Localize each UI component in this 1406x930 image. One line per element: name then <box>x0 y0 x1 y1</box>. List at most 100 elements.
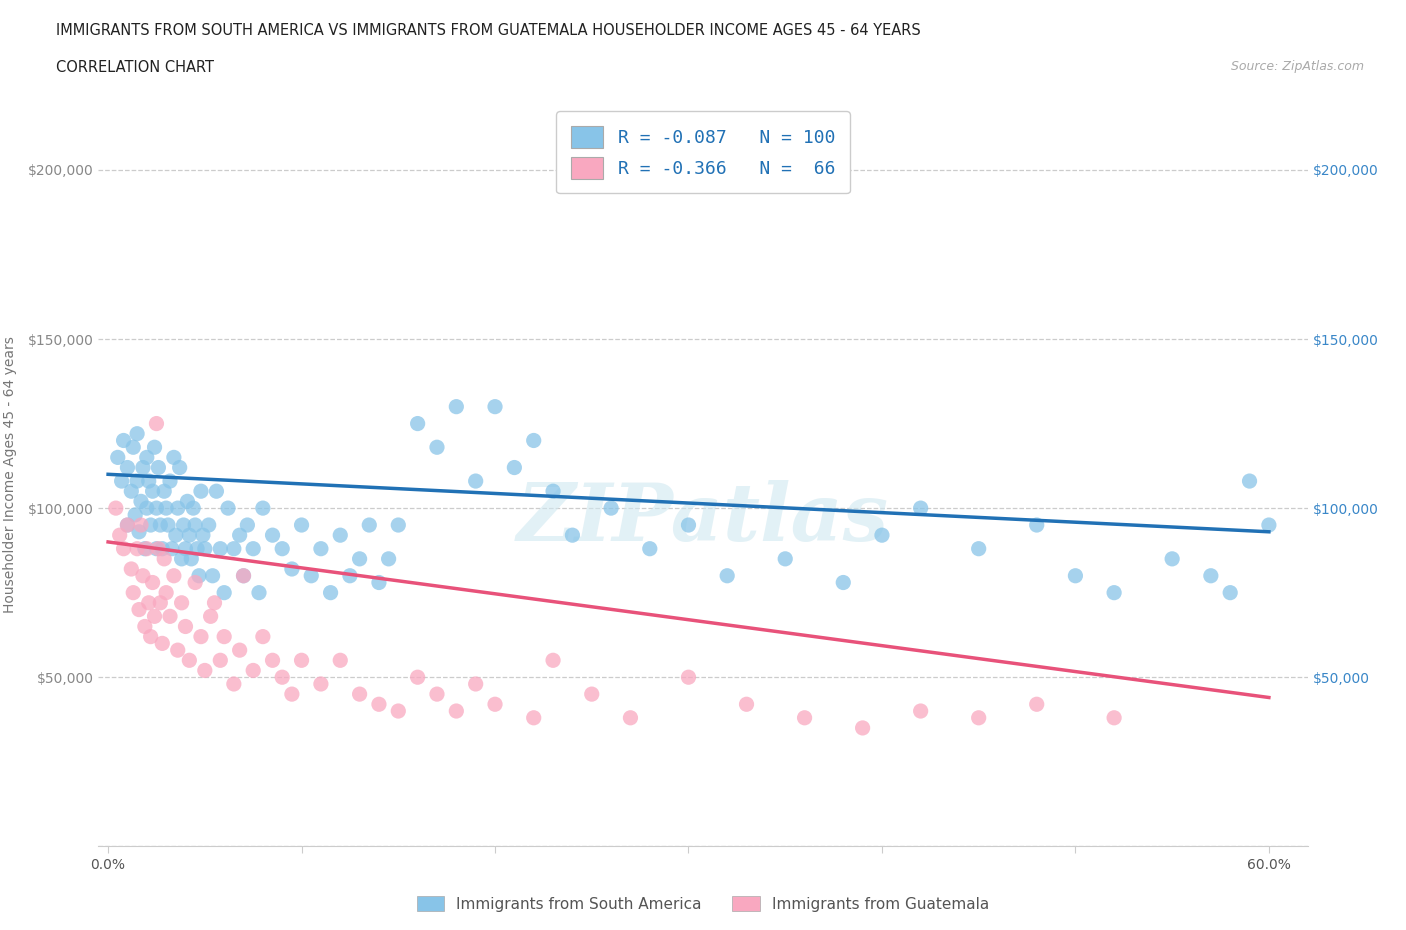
Point <box>252 500 274 515</box>
Point <box>793 711 815 725</box>
Point <box>117 518 139 533</box>
Point <box>870 527 893 542</box>
Point <box>122 440 145 455</box>
Point <box>852 721 875 736</box>
Point <box>194 541 217 556</box>
Point <box>139 518 162 533</box>
Point <box>166 643 188 658</box>
Point <box>209 541 232 556</box>
Point <box>1199 568 1222 583</box>
Point <box>166 500 188 515</box>
Point <box>368 575 391 590</box>
Point <box>232 568 254 583</box>
Point <box>377 551 399 566</box>
Point <box>163 450 186 465</box>
Point <box>910 704 932 719</box>
Point <box>138 595 160 610</box>
Point <box>1161 551 1184 566</box>
Point <box>120 484 142 498</box>
Point <box>107 450 129 465</box>
Point <box>967 711 990 725</box>
Point <box>541 484 564 498</box>
Point <box>108 527 131 542</box>
Point <box>143 440 166 455</box>
Point <box>464 473 486 488</box>
Point <box>222 541 245 556</box>
Point <box>339 568 361 583</box>
Point <box>194 663 217 678</box>
Point <box>120 562 142 577</box>
Text: IMMIGRANTS FROM SOUTH AMERICA VS IMMIGRANTS FROM GUATEMALA HOUSEHOLDER INCOME AG: IMMIGRANTS FROM SOUTH AMERICA VS IMMIGRA… <box>56 23 921 38</box>
Point <box>678 518 700 533</box>
Point <box>446 399 468 414</box>
Point <box>112 541 135 556</box>
Point <box>191 527 214 542</box>
Point <box>523 711 546 725</box>
Point <box>155 585 177 600</box>
Point <box>541 653 564 668</box>
Point <box>484 697 506 711</box>
Point <box>262 653 284 668</box>
Point <box>174 619 197 634</box>
Point <box>262 527 284 542</box>
Point <box>190 484 212 498</box>
Point <box>186 541 208 556</box>
Point <box>129 518 152 533</box>
Point <box>145 500 167 515</box>
Point <box>228 527 250 542</box>
Point <box>149 595 172 610</box>
Point <box>464 676 486 691</box>
Point <box>619 711 641 725</box>
Point <box>143 609 166 624</box>
Point <box>138 473 160 488</box>
Point <box>600 500 623 515</box>
Point <box>135 541 157 556</box>
Point <box>319 585 342 600</box>
Point <box>128 525 150 539</box>
Point <box>149 518 172 533</box>
Point <box>581 686 603 701</box>
Point <box>170 595 193 610</box>
Point <box>242 663 264 678</box>
Point <box>200 609 222 624</box>
Point <box>236 518 259 533</box>
Point <box>242 541 264 556</box>
Point <box>145 416 167 431</box>
Point <box>910 500 932 515</box>
Point <box>290 518 312 533</box>
Point <box>271 541 294 556</box>
Point <box>117 518 139 533</box>
Point <box>111 473 134 488</box>
Point <box>773 551 796 566</box>
Point <box>503 460 526 475</box>
Point <box>163 568 186 583</box>
Point <box>212 630 235 644</box>
Point <box>359 518 381 533</box>
Point <box>281 562 304 577</box>
Point <box>173 518 195 533</box>
Point <box>153 551 176 566</box>
Point <box>129 494 152 509</box>
Point <box>1025 697 1047 711</box>
Point <box>204 595 226 610</box>
Point <box>150 541 173 556</box>
Point <box>188 568 211 583</box>
Legend: R = -0.087   N = 100, R = -0.366   N =  66: R = -0.087 N = 100, R = -0.366 N = 66 <box>557 112 849 193</box>
Point <box>281 686 304 701</box>
Point <box>135 450 157 465</box>
Point <box>122 585 145 600</box>
Point <box>127 473 149 488</box>
Point <box>209 653 232 668</box>
Point <box>181 500 204 515</box>
Point <box>157 518 180 533</box>
Point <box>406 670 429 684</box>
Point <box>1025 518 1047 533</box>
Point <box>967 541 990 556</box>
Point <box>484 399 506 414</box>
Point <box>1257 518 1279 533</box>
Point <box>128 602 150 617</box>
Point <box>406 416 429 431</box>
Point <box>309 541 332 556</box>
Point <box>139 630 162 644</box>
Point <box>155 500 177 515</box>
